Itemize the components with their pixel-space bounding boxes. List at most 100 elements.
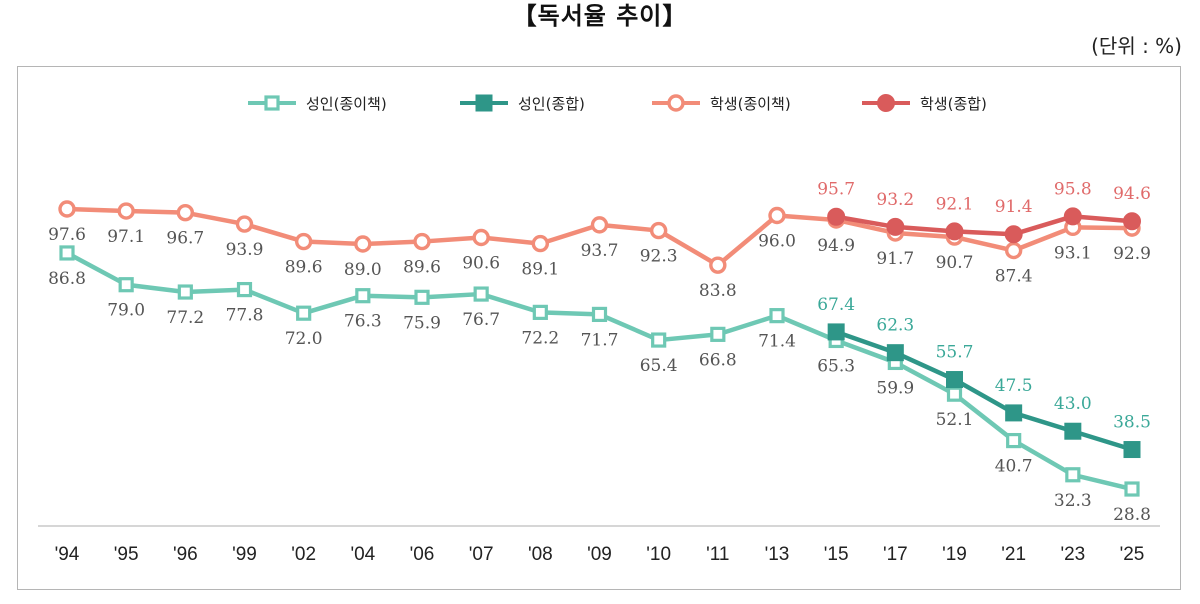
data-point-student-total — [1004, 225, 1023, 244]
x-tick-label: '95 — [114, 544, 139, 565]
data-point-student-paper — [354, 235, 372, 253]
data-point-student-paper — [768, 206, 786, 225]
data-point-student-paper — [117, 202, 135, 220]
data-point-student-paper — [413, 232, 431, 251]
data-label-adult-total: 38.5 — [1113, 413, 1151, 433]
data-label-student-paper: 92.9 — [1113, 244, 1151, 264]
data-label-student-paper: 93.9 — [226, 240, 264, 260]
data-point-student-paper — [176, 203, 195, 222]
data-point-adult-paper — [177, 284, 193, 300]
data-point-adult-paper — [710, 326, 726, 342]
data-point-student-paper — [709, 256, 727, 274]
x-tick-label: '04 — [350, 544, 375, 565]
data-label-student-paper: 97.6 — [48, 225, 86, 245]
x-tick-label: '17 — [883, 544, 908, 565]
data-label-adult-paper: 77.2 — [166, 308, 204, 328]
data-label-adult-paper: 59.9 — [876, 378, 914, 398]
data-label-student-total: 94.6 — [1113, 184, 1151, 204]
chart-frame — [17, 66, 1181, 590]
data-point-student-total — [1123, 212, 1141, 231]
unit-label: (단위 : %) — [1091, 34, 1182, 58]
data-label-adult-total: 43.0 — [1054, 394, 1092, 414]
x-tick-label: '94 — [55, 544, 80, 565]
data-label-student-total: 91.4 — [995, 197, 1033, 217]
data-label-adult-paper: 71.4 — [758, 332, 796, 352]
data-label-adult-paper: 71.7 — [581, 330, 619, 350]
data-label-student-total: 95.8 — [1054, 179, 1092, 199]
data-point-student-paper — [58, 200, 76, 218]
data-label-student-paper: 92.3 — [640, 247, 678, 267]
data-point-student-paper — [294, 232, 313, 251]
data-label-student-paper: 96.0 — [758, 232, 796, 252]
legend-label: 성인(종합) — [518, 95, 585, 113]
data-label-adult-paper: 65.4 — [640, 356, 678, 376]
data-point-adult-paper — [591, 306, 608, 323]
data-point-student-total — [886, 217, 905, 236]
x-tick-label: '99 — [232, 544, 257, 565]
x-tick-label: '96 — [173, 544, 198, 565]
data-label-adult-paper: 52.1 — [936, 410, 974, 430]
data-label-adult-paper: 76.7 — [462, 310, 500, 330]
data-label-student-paper: 89.6 — [403, 258, 441, 278]
data-label-student-paper: 91.7 — [876, 249, 914, 269]
data-point-student-paper — [1004, 241, 1023, 260]
series-markers — [58, 200, 1141, 497]
data-label-student-total: 95.7 — [817, 180, 855, 200]
data-label-adult-paper: 79.0 — [107, 301, 145, 321]
data-point-adult-paper — [118, 277, 134, 293]
x-tick-label: '13 — [765, 544, 790, 565]
data-point-adult-paper — [59, 245, 75, 261]
legend-item-student-total: 학생(종합) — [862, 94, 987, 113]
data-label-adult-paper: 40.7 — [995, 457, 1033, 477]
data-point-student-paper — [472, 228, 490, 247]
data-label-student-total: 92.1 — [936, 194, 974, 214]
data-point-student-total — [1063, 207, 1082, 226]
x-tick-label: '07 — [469, 544, 494, 565]
data-label-adult-total: 47.5 — [995, 376, 1033, 396]
data-point-adult-paper — [355, 288, 371, 304]
data-point-adult-paper — [946, 386, 963, 402]
data-label-adult-total: 67.4 — [817, 295, 855, 315]
data-point-student-total — [827, 207, 846, 226]
legend-marker-icon — [475, 94, 493, 112]
data-label-adult-paper: 66.8 — [699, 350, 737, 370]
legend-item-student-paper: 학생(종이책) — [652, 94, 791, 113]
data-label-adult-paper: 76.3 — [344, 312, 382, 332]
x-tick-labels: '94 '95 '96 '99 '02 '04 '06 '07 '08 '09 '10 '11 '13 '… — [55, 544, 1145, 565]
data-point-adult-paper — [1124, 481, 1140, 497]
data-point-student-paper — [235, 215, 254, 233]
data-labels: 86.8 79.0 77.2 77.8 72.0 76.3 75.9 76.7 72.2 71.7… — [48, 179, 1151, 525]
legend-marker-icon — [877, 94, 895, 112]
data-label-student-paper: 96.7 — [166, 229, 204, 249]
series-line-adult-total — [835, 329, 1133, 452]
data-point-student-paper — [590, 216, 609, 234]
x-tick-label: '08 — [528, 544, 553, 565]
legend-marker-icon — [667, 94, 685, 112]
data-label-adult-total: 62.3 — [876, 316, 914, 336]
data-point-adult-paper — [532, 304, 548, 320]
data-label-adult-paper: 75.9 — [403, 313, 441, 333]
data-label-student-paper: 93.7 — [581, 241, 619, 261]
x-tick-label: '06 — [410, 544, 435, 565]
data-point-adult-total — [946, 371, 963, 389]
data-label-student-paper: 93.1 — [1054, 243, 1092, 263]
legend-label: 성인(종이책) — [306, 95, 387, 113]
legend-item-adult-total: 성인(종합) — [460, 94, 585, 113]
data-point-adult-paper — [414, 289, 430, 305]
data-point-adult-paper — [1006, 432, 1022, 449]
legend-label: 학생(종합) — [920, 95, 987, 113]
x-tick-label: '23 — [1060, 544, 1085, 565]
data-point-adult-total — [1005, 404, 1023, 422]
x-tick-label: '25 — [1120, 544, 1145, 565]
chart-title: 【독서율 추이】 — [512, 2, 688, 30]
data-point-adult-total — [827, 323, 845, 341]
data-point-adult-paper — [1065, 467, 1081, 483]
legend-label: 학생(종이책) — [710, 95, 791, 113]
data-point-student-total — [945, 222, 964, 241]
data-point-adult-paper — [651, 332, 667, 348]
data-label-adult-paper: 72.2 — [521, 328, 559, 348]
data-label-student-paper: 90.6 — [462, 253, 500, 273]
data-label-student-paper: 89.0 — [344, 260, 382, 280]
data-label-adult-total: 55.7 — [936, 343, 974, 363]
x-tick-label: '10 — [646, 544, 671, 565]
